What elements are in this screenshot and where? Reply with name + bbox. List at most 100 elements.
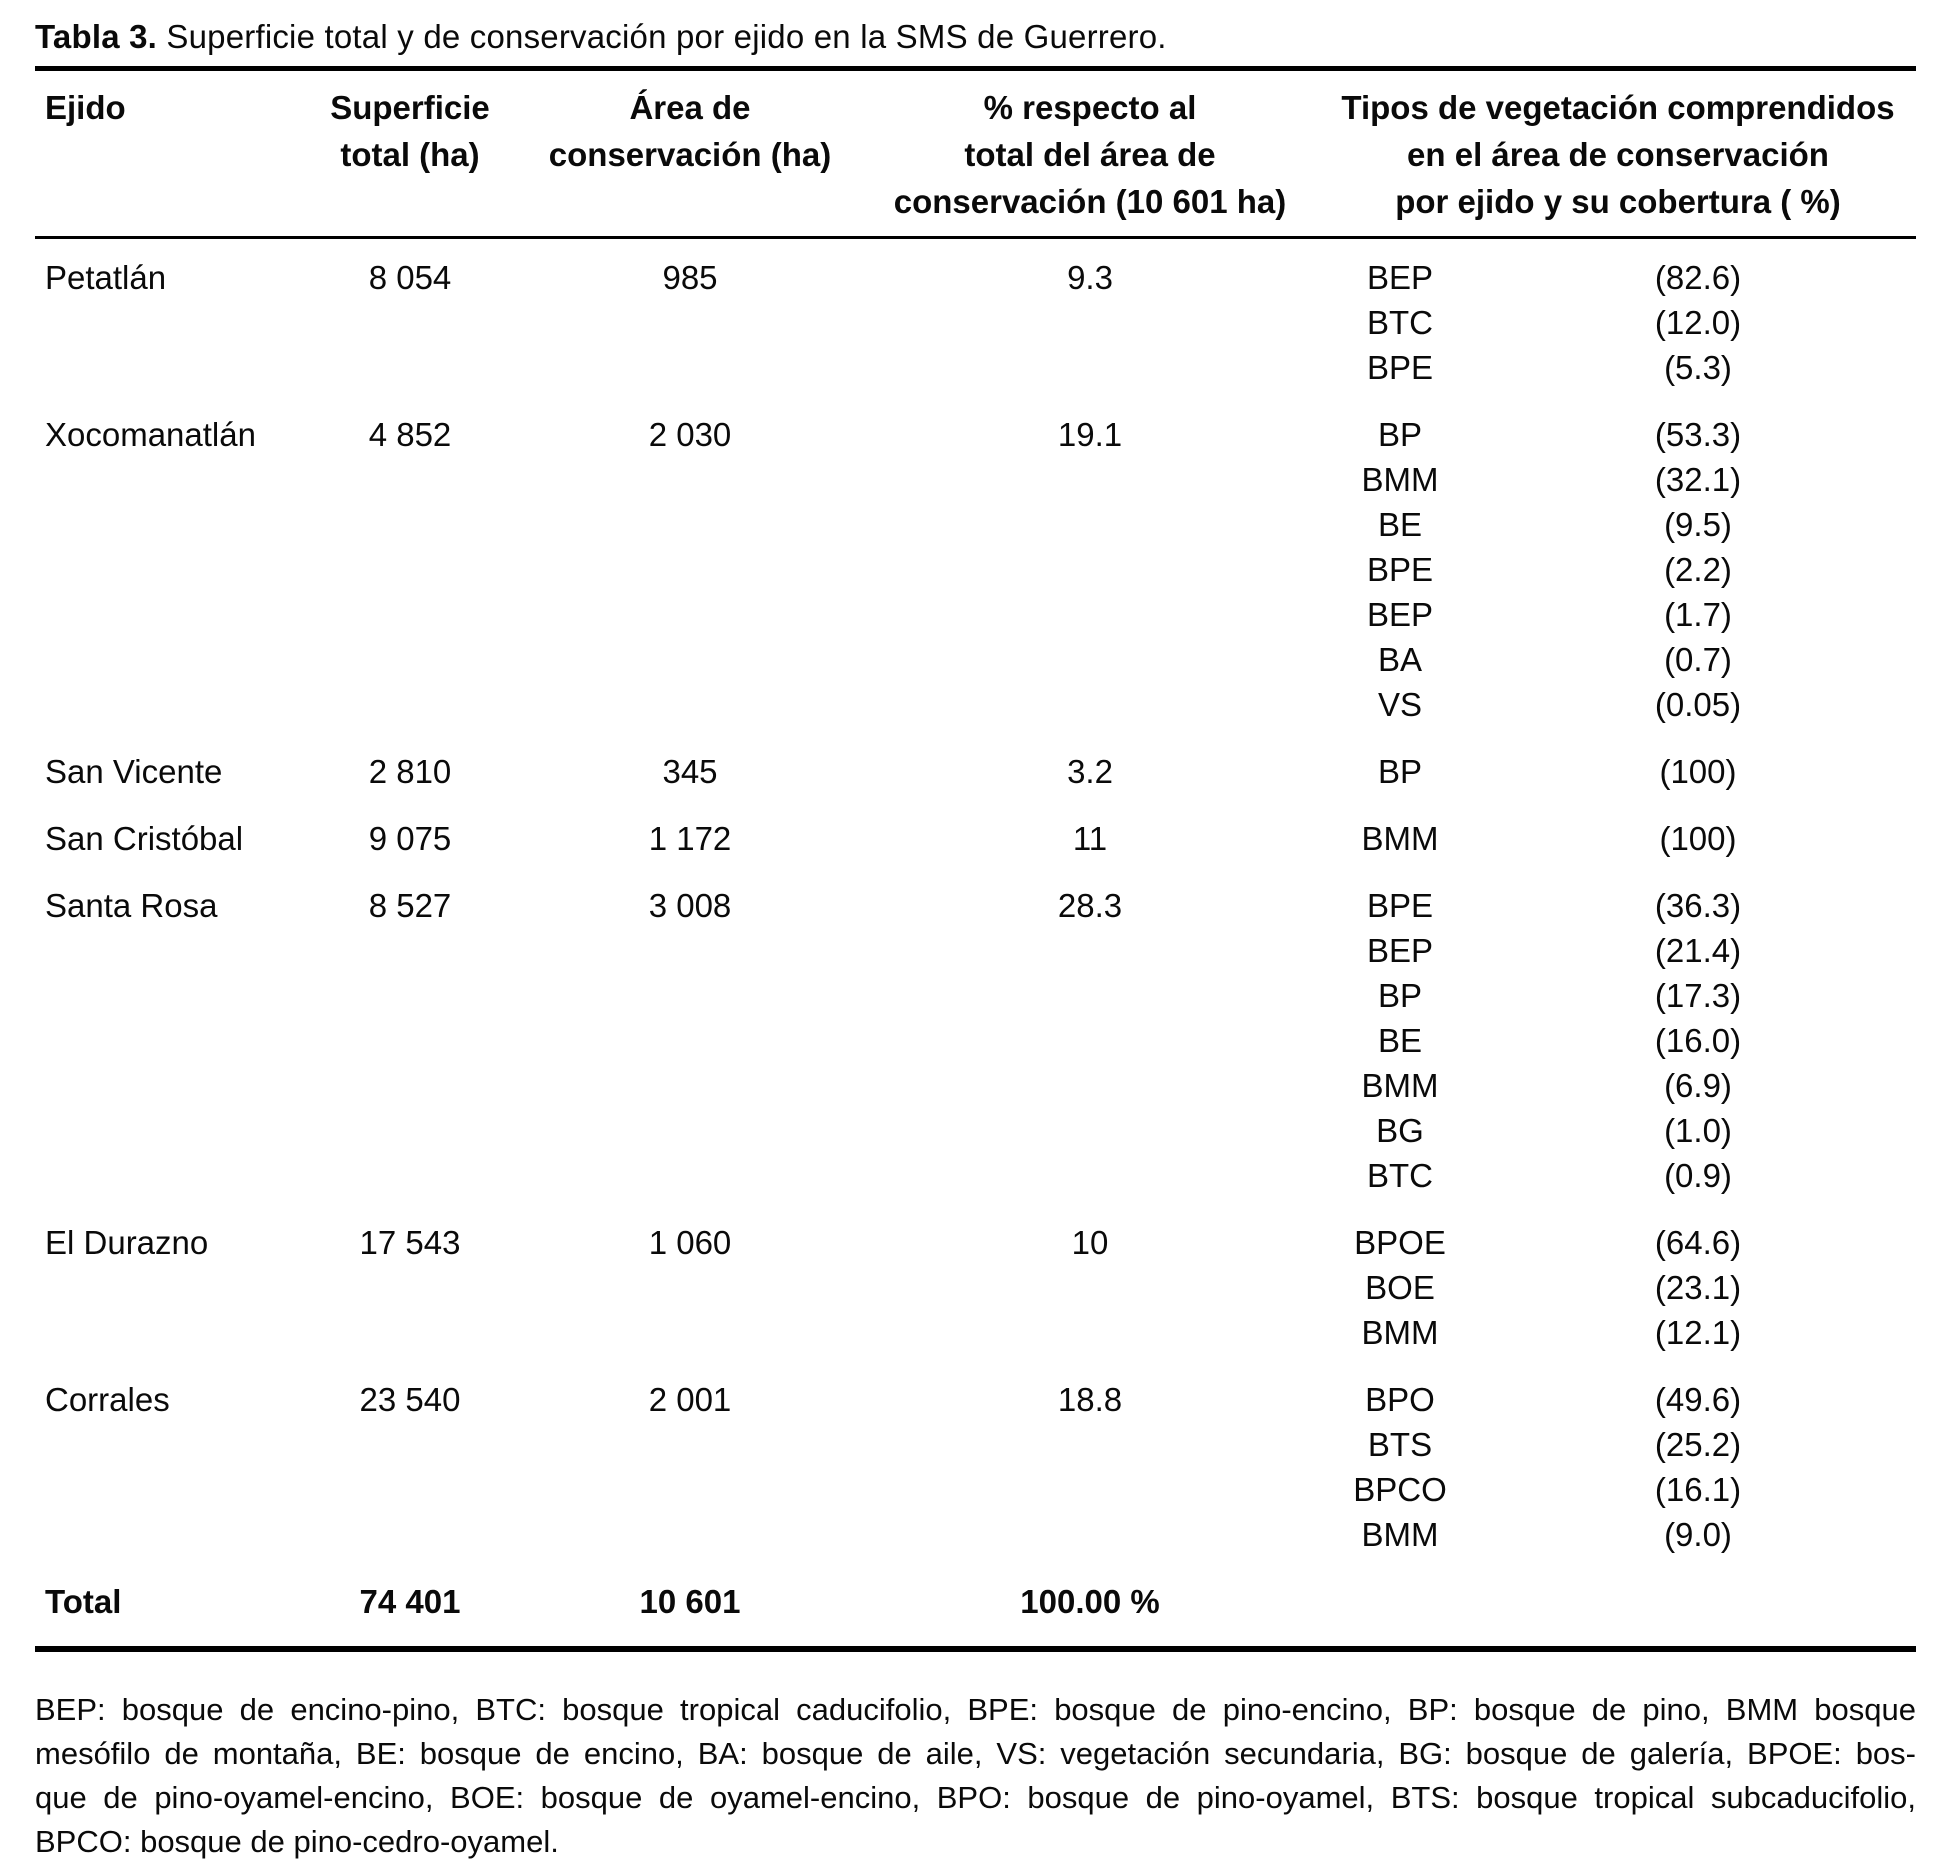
veg-cover: (16.1) bbox=[1654, 1471, 1742, 1508]
veg-type: BMM bbox=[1361, 1314, 1439, 1351]
veg-type: BP bbox=[1377, 753, 1423, 790]
header-line: total (ha) bbox=[340, 136, 480, 173]
veg-type: BPE bbox=[1366, 551, 1434, 588]
veg-cover: (25.2) bbox=[1654, 1426, 1742, 1463]
ejido-name: Petatlán bbox=[45, 259, 167, 296]
veg-type: BPCO bbox=[1353, 1471, 1447, 1508]
veg-cover: (12.0) bbox=[1654, 304, 1742, 341]
header-line: en el área de conservación bbox=[1407, 136, 1829, 173]
veg-type: BEP bbox=[1366, 596, 1434, 633]
total-label: Total bbox=[45, 1583, 122, 1620]
veg-type: BTS bbox=[1367, 1426, 1433, 1463]
header-line: Tipos de vegetación comprendidos bbox=[1341, 89, 1895, 126]
area-value: 345 bbox=[662, 753, 718, 790]
veg-cover: (1.7) bbox=[1664, 596, 1732, 633]
veg-cover: (82.6) bbox=[1654, 259, 1742, 296]
pct-value: 28.3 bbox=[1057, 887, 1123, 924]
veg-type: BTC bbox=[1367, 304, 1433, 341]
ejido-row-group: El Durazno 17 543 1 060 10 BPOE (64.6) BOE (23.… bbox=[35, 1220, 1916, 1355]
veg-type: BTC bbox=[1367, 1157, 1433, 1194]
veg-type: BOE bbox=[1365, 1269, 1435, 1306]
header-line: total del área de bbox=[964, 136, 1216, 173]
veg-cover: (2.2) bbox=[1664, 551, 1732, 588]
total-cover-empty bbox=[1480, 1579, 1916, 1624]
top-rule bbox=[35, 66, 1916, 71]
veg-cover: (16.0) bbox=[1654, 1022, 1742, 1059]
header-line: Superficie bbox=[330, 89, 490, 126]
ejido-row-group: Santa Rosa 8 527 3 008 28.3 BPE (36.3) BEP (21.… bbox=[35, 883, 1916, 1198]
veg-type: BE bbox=[1377, 1022, 1423, 1059]
header-superficie-total: Superficie total (ha) bbox=[300, 84, 520, 225]
header-line: Área de bbox=[629, 89, 751, 126]
veg-type: BPE bbox=[1366, 349, 1434, 386]
veg-type: BMM bbox=[1361, 820, 1439, 857]
ejido-row-group: San Cristóbal 9 075 1 172 11 BMM (100) bbox=[35, 816, 1916, 861]
ejido-row-group: Xocomanatlán 4 852 2 030 19.1 BP (53.3) BMM (32… bbox=[35, 412, 1916, 727]
header-pct-respecto: % respecto al total del área de conservaci… bbox=[860, 84, 1320, 225]
superficie-value: 9 075 bbox=[368, 820, 452, 857]
table-header-row: Ejido Superficie total (ha) Área de conser… bbox=[35, 71, 1916, 236]
veg-type: BEP bbox=[1366, 259, 1434, 296]
veg-type: BPE bbox=[1366, 887, 1434, 924]
bottom-rule bbox=[35, 1646, 1916, 1652]
veg-type: BA bbox=[1377, 641, 1423, 678]
veg-cover: (17.3) bbox=[1654, 977, 1742, 1014]
total-area-value: 10 601 bbox=[639, 1583, 741, 1620]
table-body: Petatlán 8 054 985 9.3 BEP (82.6) BTC (12.0) BPE… bbox=[35, 239, 1916, 1624]
superficie-value: 8 527 bbox=[368, 887, 452, 924]
veg-type: BP bbox=[1377, 416, 1423, 453]
veg-cover: (32.1) bbox=[1654, 461, 1742, 498]
veg-cover: (12.1) bbox=[1654, 1314, 1742, 1351]
veg-cover: (6.9) bbox=[1664, 1067, 1732, 1104]
area-value: 1 060 bbox=[648, 1224, 732, 1261]
header-ejido: Ejido bbox=[45, 89, 126, 126]
pct-value: 3.2 bbox=[1067, 753, 1113, 790]
pct-value: 18.8 bbox=[1057, 1381, 1123, 1418]
total-row: Total 74 401 10 601 100.00 % bbox=[35, 1579, 1916, 1624]
superficie-value: 4 852 bbox=[368, 416, 452, 453]
veg-cover: (9.5) bbox=[1664, 506, 1732, 543]
header-rule bbox=[35, 236, 1916, 239]
ejido-row-group: Corrales 23 540 2 001 18.8 BPO (49.6) BTS (25.2… bbox=[35, 1377, 1916, 1557]
header-line: conservación (10 601 ha) bbox=[893, 183, 1287, 220]
header-line: % respecto al bbox=[983, 89, 1197, 126]
veg-cover: (36.3) bbox=[1654, 887, 1742, 924]
area-value: 2 030 bbox=[648, 416, 732, 453]
veg-type: BMM bbox=[1361, 461, 1439, 498]
veg-cover: (1.0) bbox=[1664, 1112, 1732, 1149]
veg-cover: (64.6) bbox=[1654, 1224, 1742, 1261]
total-pct-value: 100.00 % bbox=[1020, 1583, 1160, 1620]
veg-type: BEP bbox=[1366, 932, 1434, 969]
veg-cover: (49.6) bbox=[1654, 1381, 1742, 1418]
area-value: 3 008 bbox=[648, 887, 732, 924]
veg-type: BMM bbox=[1361, 1516, 1439, 1553]
superficie-value: 8 054 bbox=[368, 259, 452, 296]
superficie-value: 17 543 bbox=[359, 1224, 461, 1261]
veg-type: BP bbox=[1377, 977, 1423, 1014]
veg-cover: (0.05) bbox=[1654, 686, 1742, 723]
veg-cover: (0.7) bbox=[1664, 641, 1732, 678]
ejido-name: San Vicente bbox=[45, 753, 223, 790]
area-value: 985 bbox=[662, 259, 718, 296]
ejido-name: Xocomanatlán bbox=[45, 416, 256, 453]
table-caption-text: Superficie total y de conservación por e… bbox=[157, 18, 1167, 55]
veg-type: BPO bbox=[1365, 1381, 1435, 1418]
table-caption: Tabla 3. Superficie total y de conservac… bbox=[35, 0, 1916, 58]
footnote-line: BPCO: bosque de pino-cedro-oyamel. bbox=[35, 1824, 559, 1859]
area-value: 1 172 bbox=[648, 820, 732, 857]
ejido-name: Santa Rosa bbox=[45, 887, 218, 924]
veg-type: BE bbox=[1377, 506, 1423, 543]
veg-cover: (21.4) bbox=[1654, 932, 1742, 969]
footnote-line: que de pino-oyamel-encino, BOE: bosque d… bbox=[35, 1780, 1916, 1815]
total-veg-empty bbox=[1320, 1579, 1480, 1624]
header-tipos-vegetacion: Tipos de vegetación comprendidos en el ár… bbox=[1320, 84, 1916, 225]
veg-type: BG bbox=[1376, 1112, 1424, 1149]
pct-value: 11 bbox=[1072, 820, 1108, 857]
table-footnote: BEP: bosque de encino-pino, BTC: bosque … bbox=[35, 1688, 1916, 1864]
ejido-name: Corrales bbox=[45, 1381, 170, 1418]
total-superficie-value: 74 401 bbox=[359, 1583, 461, 1620]
header-area-conservacion: Área de conservación (ha) bbox=[520, 84, 860, 225]
ejido-name: El Durazno bbox=[45, 1224, 209, 1261]
veg-cover: (100) bbox=[1659, 820, 1737, 857]
